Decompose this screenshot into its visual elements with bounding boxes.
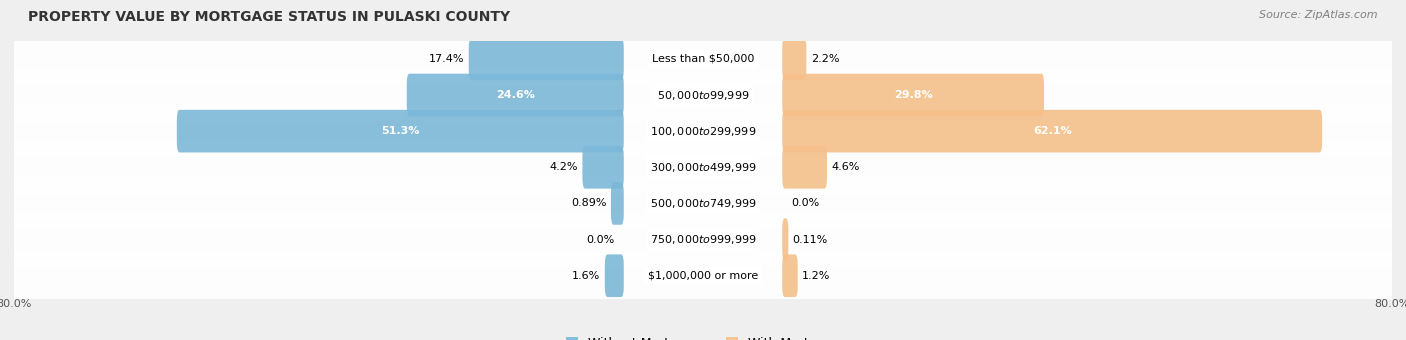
FancyBboxPatch shape [468, 37, 624, 80]
FancyBboxPatch shape [11, 214, 1395, 266]
Text: $300,000 to $499,999: $300,000 to $499,999 [650, 161, 756, 174]
Text: Source: ZipAtlas.com: Source: ZipAtlas.com [1260, 10, 1378, 20]
FancyBboxPatch shape [612, 182, 624, 225]
FancyBboxPatch shape [406, 74, 624, 116]
FancyBboxPatch shape [605, 254, 624, 297]
FancyBboxPatch shape [782, 74, 1045, 116]
FancyBboxPatch shape [582, 146, 624, 189]
Text: PROPERTY VALUE BY MORTGAGE STATUS IN PULASKI COUNTY: PROPERTY VALUE BY MORTGAGE STATUS IN PUL… [28, 10, 510, 24]
FancyBboxPatch shape [11, 177, 1395, 230]
FancyBboxPatch shape [11, 69, 1395, 121]
Text: 0.0%: 0.0% [792, 199, 820, 208]
Text: 1.2%: 1.2% [801, 271, 831, 281]
FancyBboxPatch shape [11, 141, 1395, 193]
Text: 4.2%: 4.2% [550, 162, 578, 172]
Text: 4.6%: 4.6% [831, 162, 859, 172]
FancyBboxPatch shape [11, 105, 1395, 157]
Text: $750,000 to $999,999: $750,000 to $999,999 [650, 233, 756, 246]
FancyBboxPatch shape [782, 218, 789, 261]
Text: $100,000 to $299,999: $100,000 to $299,999 [650, 125, 756, 138]
Text: 0.0%: 0.0% [586, 235, 614, 244]
Text: Less than $50,000: Less than $50,000 [652, 54, 754, 64]
FancyBboxPatch shape [782, 254, 797, 297]
Legend: Without Mortgage, With Mortgage: Without Mortgage, With Mortgage [565, 337, 841, 340]
FancyBboxPatch shape [782, 146, 827, 189]
Text: 80.0%: 80.0% [1374, 299, 1406, 309]
Text: 29.8%: 29.8% [894, 90, 932, 100]
Text: $500,000 to $749,999: $500,000 to $749,999 [650, 197, 756, 210]
Text: 0.89%: 0.89% [571, 199, 606, 208]
Text: $50,000 to $99,999: $50,000 to $99,999 [657, 88, 749, 102]
FancyBboxPatch shape [11, 33, 1395, 85]
Text: 0.11%: 0.11% [793, 235, 828, 244]
FancyBboxPatch shape [782, 37, 807, 80]
Text: 17.4%: 17.4% [429, 54, 464, 64]
Text: 1.6%: 1.6% [572, 271, 600, 281]
FancyBboxPatch shape [177, 110, 624, 152]
Text: 2.2%: 2.2% [811, 54, 839, 64]
FancyBboxPatch shape [782, 110, 1322, 152]
Text: 51.3%: 51.3% [381, 126, 419, 136]
Text: 62.1%: 62.1% [1033, 126, 1071, 136]
Text: 80.0%: 80.0% [0, 299, 32, 309]
FancyBboxPatch shape [11, 250, 1395, 302]
Text: $1,000,000 or more: $1,000,000 or more [648, 271, 758, 281]
Text: 24.6%: 24.6% [496, 90, 534, 100]
